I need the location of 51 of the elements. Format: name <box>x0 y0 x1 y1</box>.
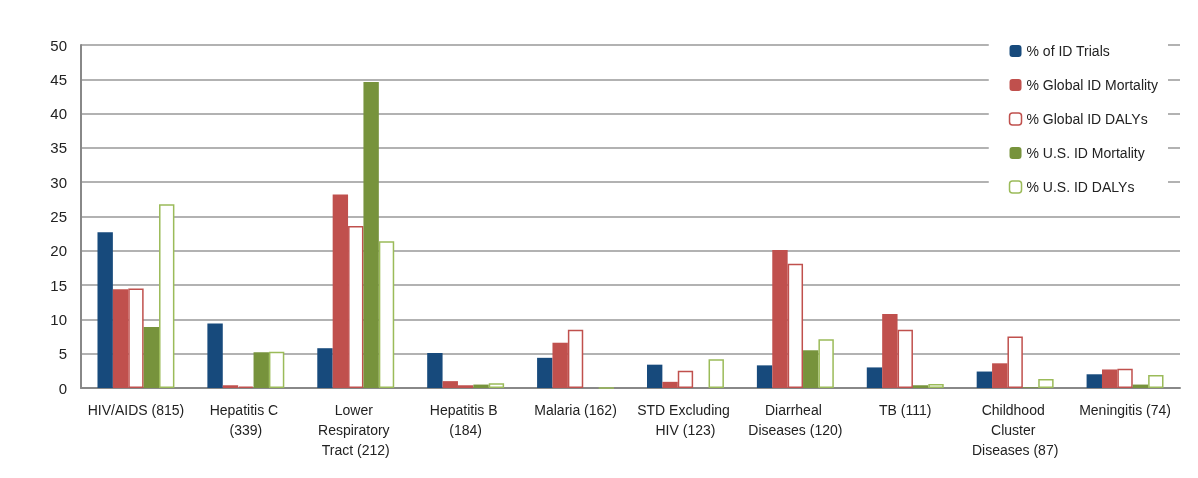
bar <box>708 359 724 388</box>
bar <box>473 384 489 388</box>
bar <box>1086 374 1102 388</box>
bar <box>378 241 395 388</box>
x-tick-label: Hepatitis C (339) <box>209 402 283 438</box>
y-tick-label: 30 <box>50 173 67 191</box>
legend-label: % Global ID Mortality <box>1026 77 1158 93</box>
bar <box>976 371 993 388</box>
bar <box>143 326 160 388</box>
x-tick-label: Hepatitis B (184) <box>429 402 502 438</box>
y-tick-label: 45 <box>50 70 67 88</box>
bar <box>268 351 285 388</box>
y-tick-label: 35 <box>50 139 67 157</box>
bar <box>253 352 269 388</box>
x-tick-label: STD Excluding HIV (123) <box>637 402 734 438</box>
bar <box>646 364 663 388</box>
x-tick-label: TB (111) <box>879 402 932 418</box>
y-tick-label: 10 <box>50 310 67 328</box>
bar <box>97 232 113 388</box>
legend-label: % of ID Trials <box>1026 43 1110 59</box>
y-tick-label: 15 <box>50 276 67 294</box>
bar <box>488 383 505 388</box>
y-tick-label: 50 <box>50 36 67 54</box>
legend-label: % Global ID DALYs <box>1026 111 1148 127</box>
x-tick-label: HIV/AIDS (815) <box>87 402 185 418</box>
y-tick-label: 40 <box>50 105 67 123</box>
bar <box>866 367 883 388</box>
bar <box>756 365 773 388</box>
bar <box>912 385 929 388</box>
legend-label: % U.S. ID Mortality <box>1026 145 1145 161</box>
bar <box>1148 374 1164 388</box>
y-tick-label: 20 <box>50 242 67 260</box>
x-tick-label: Diarrheal Diseases (120) <box>748 402 843 438</box>
x-tick-label: Meningitis (74) <box>1079 402 1171 418</box>
bar <box>207 323 223 388</box>
bar <box>1038 379 1054 388</box>
x-tick-label: Malaria (162) <box>534 402 617 418</box>
bar <box>928 383 944 388</box>
bar <box>427 353 443 388</box>
bar <box>317 348 333 388</box>
bar <box>159 204 175 388</box>
bar <box>818 339 834 388</box>
bar <box>363 82 379 388</box>
y-tick-label: 25 <box>50 208 67 225</box>
bar <box>537 357 553 388</box>
x-tick-label: Childhood Cluster Diseases (87) <box>971 402 1059 458</box>
y-tick-label: 0 <box>58 379 67 397</box>
x-tick-label: Lower Respiratory Tract (212) <box>318 402 394 458</box>
bar <box>803 350 819 388</box>
y-tick-label: 5 <box>58 345 67 363</box>
legend-label: % U.S. ID DALYs <box>1026 179 1135 195</box>
